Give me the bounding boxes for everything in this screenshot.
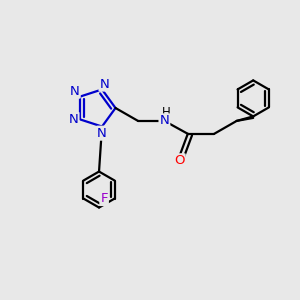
Text: O: O xyxy=(174,154,184,167)
Text: N: N xyxy=(160,114,169,128)
Text: F: F xyxy=(100,192,108,205)
Text: N: N xyxy=(97,127,107,140)
Text: N: N xyxy=(69,113,79,126)
Text: N: N xyxy=(100,78,109,91)
Text: N: N xyxy=(70,85,80,98)
Text: H: H xyxy=(161,106,170,119)
